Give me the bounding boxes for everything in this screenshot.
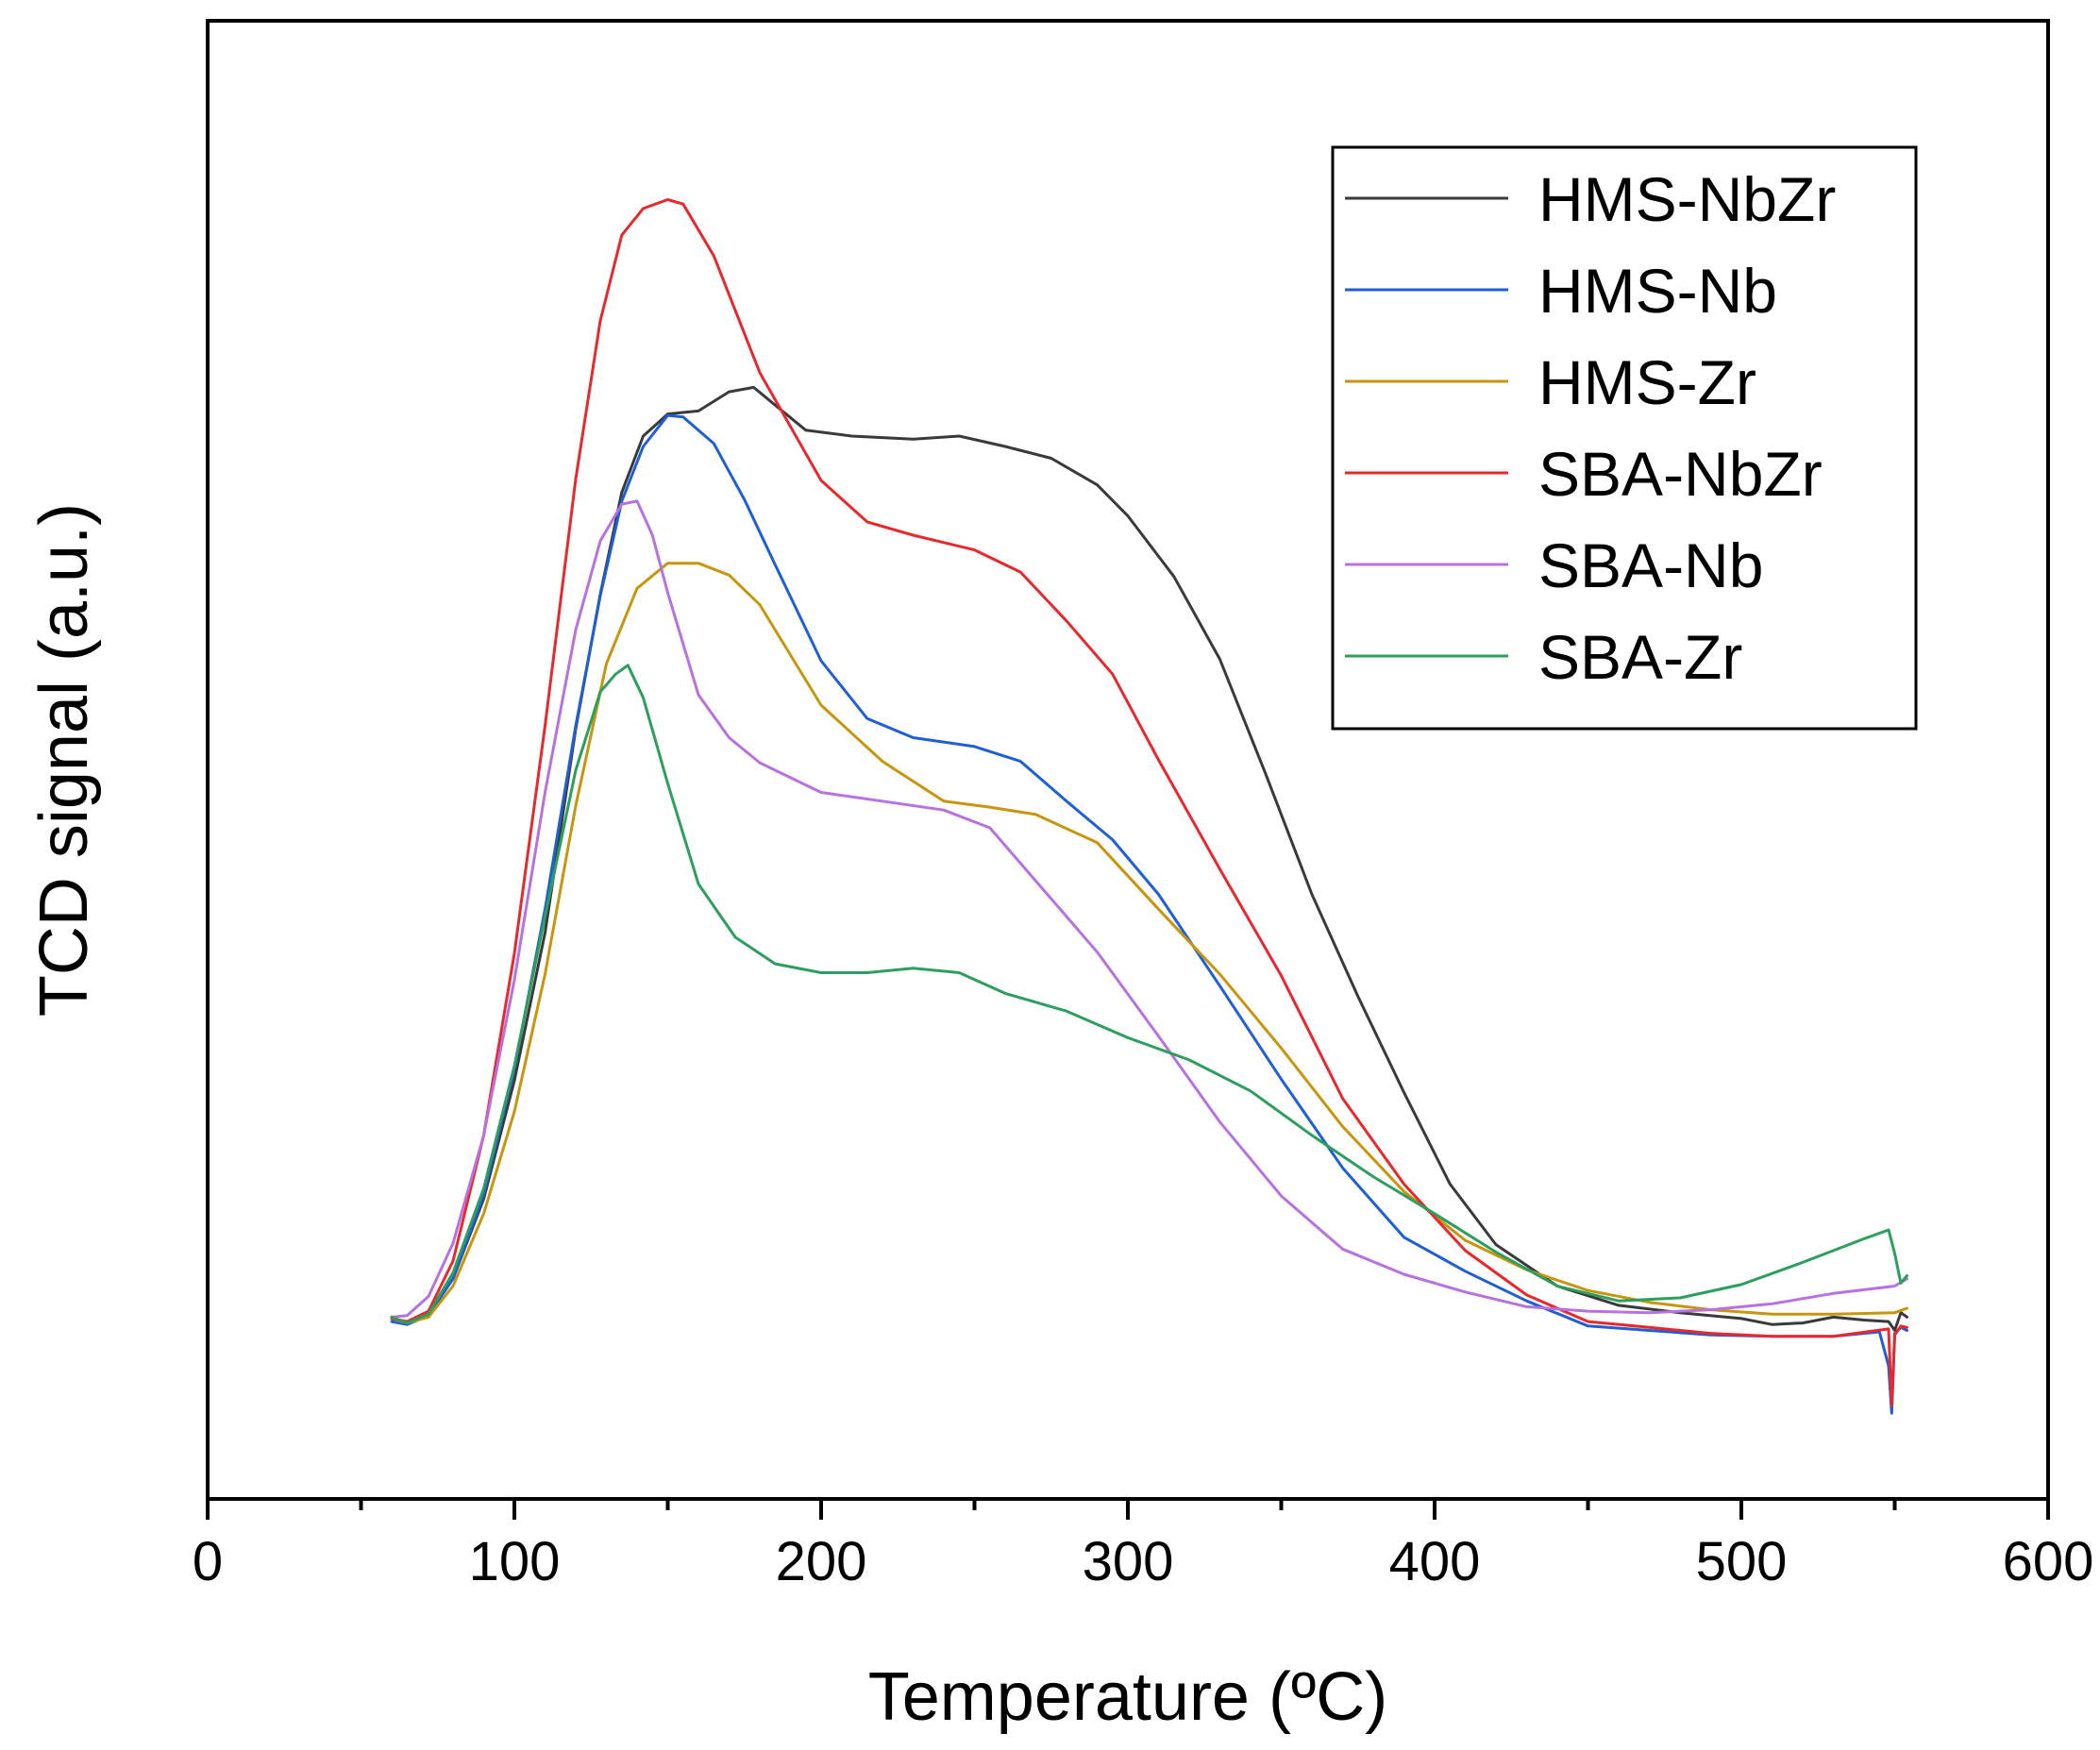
x-axis-title: Temperature (ºC) [868,1659,1387,1735]
x-axis-ticks: 0 100 200 300 400 500 600 [193,1499,2094,1592]
legend-label-hms-nbzr: HMS-NbZr [1538,164,1836,234]
x-tick-label: 500 [1696,1531,1788,1592]
legend-box [1331,145,1918,731]
legend-label-hms-nb: HMS-Nb [1538,256,1777,326]
series-layer [390,198,1908,1415]
x-tick-label: 600 [2003,1531,2094,1592]
legend: HMS-NbZr HMS-Nb HMS-Zr SBA-NbZr SBA-Nb SBA-Zr [1331,145,1918,731]
x-tick-label: 200 [776,1531,867,1592]
y-axis-title: TCD signal (a.u.) [26,503,102,1017]
legend-label-sba-nbzr: SBA-NbZr [1538,439,1823,509]
legend-label-sba-nb: SBA-Nb [1538,530,1763,600]
x-tick-label: 100 [469,1531,561,1592]
series-line-sba-zr [390,664,1908,1325]
legend-label-sba-zr: SBA-Zr [1538,622,1742,692]
x-tick-label: 300 [1083,1531,1174,1592]
series-line-hms-zr [390,562,1908,1325]
legend-label-hms-zr: HMS-Zr [1538,347,1756,417]
series-line-sba-nb [390,499,1908,1319]
legend-entries: HMS-NbZr HMS-Nb HMS-Zr SBA-NbZr SBA-Nb SBA-Zr [1345,164,1836,692]
x-tick-label: 0 [193,1531,223,1592]
series-line-sba-nbzr [390,198,1908,1407]
x-tick-label: 400 [1389,1531,1481,1592]
